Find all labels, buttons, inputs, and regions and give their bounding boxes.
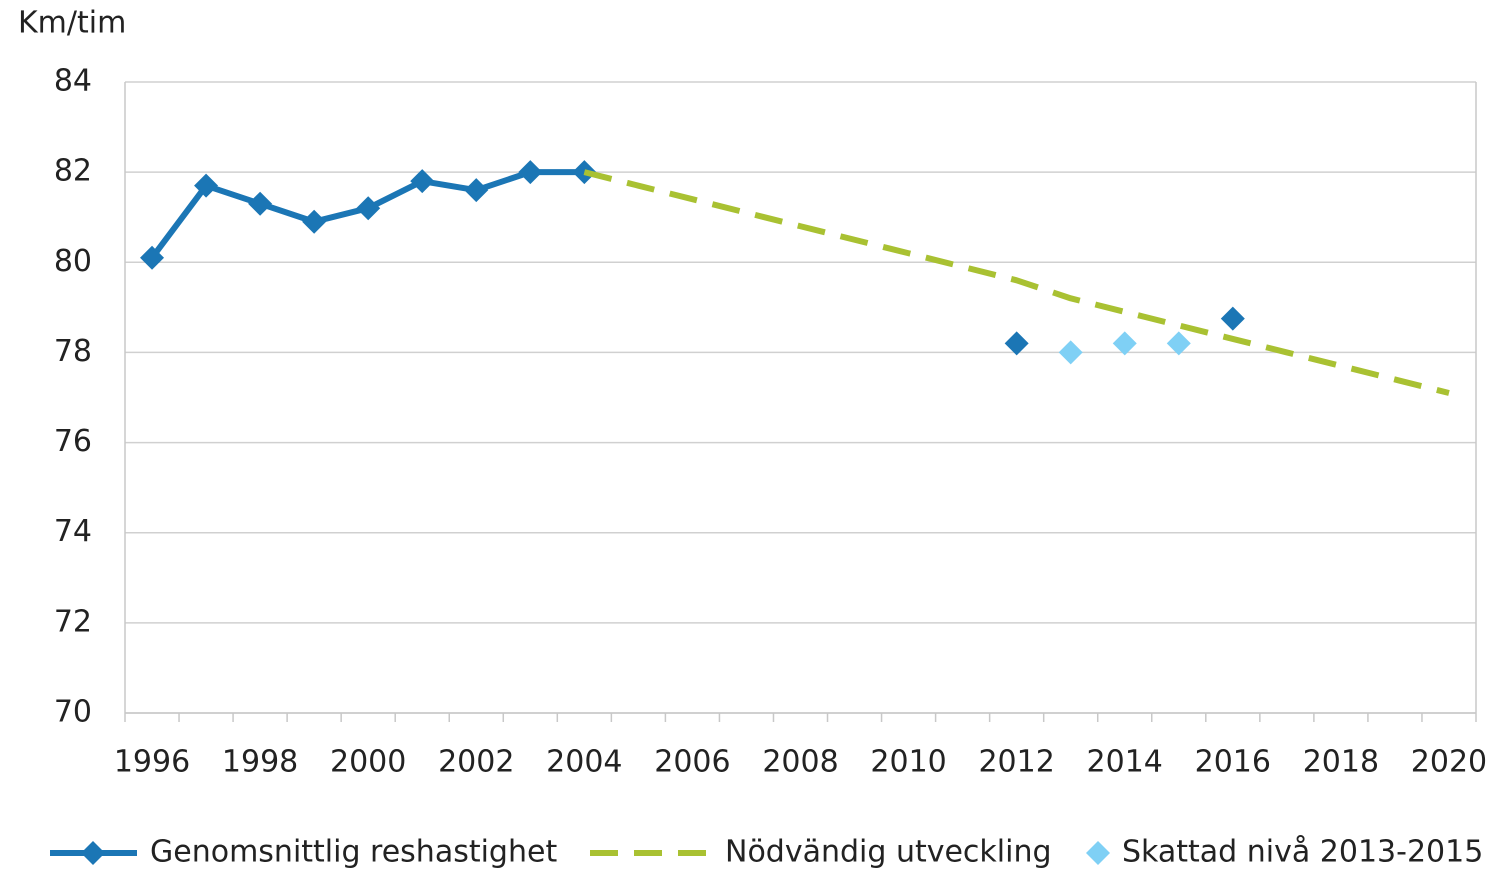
marker [464, 178, 489, 203]
x-tick-label: 2020 [1411, 745, 1487, 780]
x-tick-label: 1998 [222, 745, 298, 780]
y-tick-label: 74 [54, 514, 92, 549]
y-tick-label: 72 [54, 604, 92, 639]
marker [1004, 331, 1029, 356]
legend-label: Nödvändig utveckling [725, 835, 1052, 870]
marker [410, 169, 435, 194]
marker [248, 191, 273, 216]
x-tick-label: 2012 [978, 745, 1054, 780]
x-tick-label: 2006 [654, 745, 730, 780]
marker [1166, 331, 1191, 356]
legend-label: Genomsnittlig reshastighet [150, 835, 557, 870]
x-tick-label: 2016 [1195, 745, 1271, 780]
marker [194, 173, 219, 198]
x-tick-label: 2004 [546, 745, 622, 780]
marker [1112, 331, 1137, 356]
x-tick-label: 2008 [762, 745, 838, 780]
y-axis-label: Km/tim [18, 6, 126, 41]
y-tick-label: 84 [54, 64, 92, 99]
x-tick-label: 2000 [330, 745, 406, 780]
x-tick-label: 2010 [870, 745, 946, 780]
y-tick-label: 80 [54, 244, 92, 279]
y-tick-label: 76 [54, 424, 92, 459]
marker [518, 160, 543, 185]
y-tick-label: 78 [54, 334, 92, 369]
legend-label: Skattad nivå 2013-2015 [1122, 835, 1483, 870]
x-tick-label: 1996 [114, 745, 190, 780]
x-tick-label: 2002 [438, 745, 514, 780]
marker [1058, 340, 1083, 365]
y-tick-label: 70 [54, 695, 92, 730]
marker [140, 245, 165, 270]
marker [356, 196, 381, 221]
legend-marker [1086, 841, 1110, 865]
series-line [583, 169, 1450, 396]
x-tick-label: 2014 [1087, 745, 1163, 780]
marker [302, 209, 327, 234]
marker [1220, 306, 1245, 331]
legend-marker [81, 841, 105, 865]
y-tick-label: 82 [54, 154, 92, 189]
x-tick-label: 2018 [1303, 745, 1379, 780]
